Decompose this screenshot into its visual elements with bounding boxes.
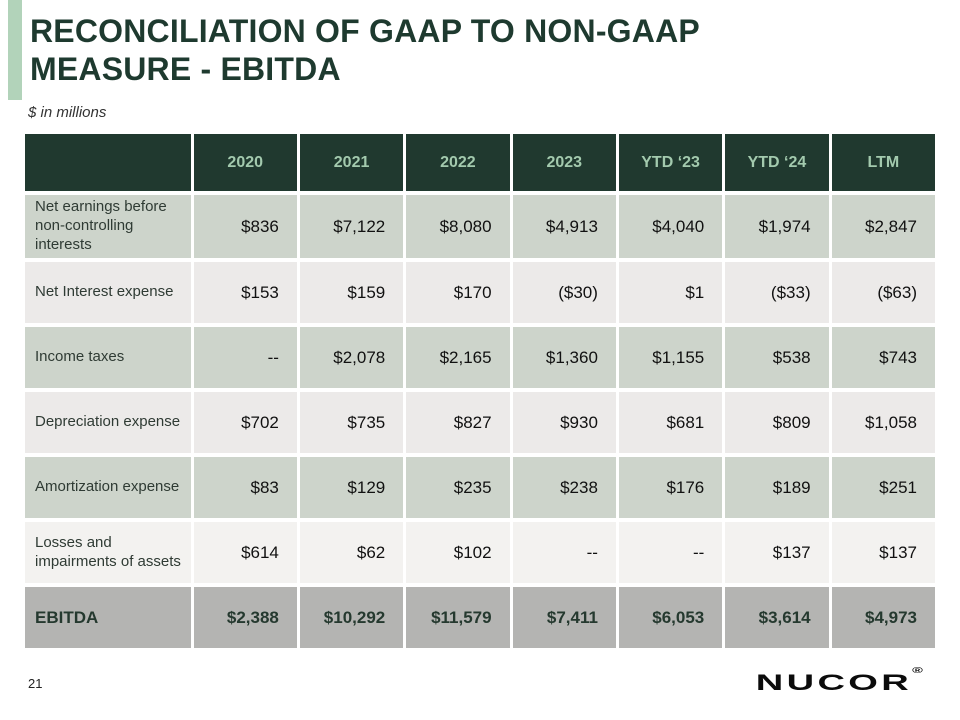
cell-value: ($63) — [831, 262, 935, 323]
row-label: Net Interest expense — [25, 262, 191, 323]
table-row: Amortization expense $83 $129 $235 $238 $176 $… — [25, 457, 935, 518]
column-header: 2022 — [406, 134, 510, 191]
cell-value: $827 — [406, 392, 510, 453]
cell-value: $3,614 — [725, 587, 829, 648]
cell-value: $4,973 — [831, 587, 935, 648]
cell-value: $1,155 — [618, 327, 723, 388]
row-label: Income taxes — [25, 327, 191, 388]
cell-value: $614 — [193, 522, 297, 583]
cell-value: $8,080 — [406, 195, 510, 258]
title-line-2: MEASURE - EBITDA — [30, 51, 341, 88]
cell-value: $4,913 — [512, 195, 616, 258]
cell-value: $1,974 — [725, 195, 829, 258]
title-accent-bar — [8, 0, 22, 100]
cell-value: $702 — [193, 392, 297, 453]
cell-value: $6,053 — [618, 587, 723, 648]
page-number: 21 — [28, 676, 43, 691]
cell-value: $189 — [725, 457, 829, 518]
cell-value: ($30) — [512, 262, 616, 323]
table-row: Depreciation expense $702 $735 $827 $930 $681… — [25, 392, 935, 453]
row-label: EBITDA — [25, 587, 191, 648]
row-label: Depreciation expense — [25, 392, 191, 453]
cell-value: $170 — [406, 262, 510, 323]
cell-value: -- — [193, 327, 297, 388]
table-header: 2020 2021 2022 2023 YTD ‘23 YTD ‘24 LTM — [25, 134, 935, 191]
table-row: Net Interest expense $153 $159 $170 ($30) $1(… — [25, 262, 935, 323]
cell-value: $1 — [618, 262, 723, 323]
cell-value: $83 — [193, 457, 297, 518]
column-header: 2020 — [193, 134, 297, 191]
cell-value: $836 — [193, 195, 297, 258]
nucor-logo: NUCOR® — [755, 662, 926, 704]
cell-value: $809 — [725, 392, 829, 453]
cell-value: $681 — [618, 392, 723, 453]
cell-value: -- — [512, 522, 616, 583]
total-row: EBITDA $2,388 $10,292 $11,579 $7,411 $6,053 $3… — [25, 587, 935, 648]
cell-value: $102 — [406, 522, 510, 583]
cell-value: $153 — [193, 262, 297, 323]
cell-value: $159 — [299, 262, 404, 323]
column-header: 2023 — [512, 134, 616, 191]
cell-value: $11,579 — [406, 587, 510, 648]
cell-value: $10,292 — [299, 587, 404, 648]
column-header: YTD ‘23 — [618, 134, 723, 191]
column-header: YTD ‘24 — [725, 134, 829, 191]
row-label: Amortization expense — [25, 457, 191, 518]
cell-value: $7,411 — [512, 587, 616, 648]
cell-value: ($33) — [725, 262, 829, 323]
logo-wordmark: NUCOR® — [755, 664, 926, 695]
row-label: Losses and impairments of assets — [25, 522, 191, 583]
header-row: 2020 2021 2022 2023 YTD ‘23 YTD ‘24 LTM — [25, 134, 935, 191]
cell-value: $129 — [299, 457, 404, 518]
cell-value: $235 — [406, 457, 510, 518]
cell-value: $2,165 — [406, 327, 510, 388]
cell-value: $4,040 — [618, 195, 723, 258]
cell-value: $735 — [299, 392, 404, 453]
table-row: Income taxes -- $2,078 $2,165 $1,360 $1,155 $5… — [25, 327, 935, 388]
column-header: 2021 — [299, 134, 404, 191]
cell-value: $2,078 — [299, 327, 404, 388]
cell-value: $1,058 — [831, 392, 935, 453]
registered-mark: ® — [911, 664, 926, 675]
units-note: $ in millions — [28, 104, 107, 121]
cell-value: $743 — [831, 327, 935, 388]
cell-value: $62 — [299, 522, 404, 583]
column-header: LTM — [831, 134, 935, 191]
row-label: Net earnings before non-controlling inte… — [25, 195, 191, 258]
cell-value: $251 — [831, 457, 935, 518]
gaap-reconciliation-table: 2020 2021 2022 2023 YTD ‘23 YTD ‘24 LTM Net ea… — [22, 130, 938, 652]
table-row: Losses and impairments of assets $614 $62 $… — [25, 522, 935, 583]
cell-value: $7,122 — [299, 195, 404, 258]
slide-title: RECONCILIATION OF GAAP TO NON-GAAP MEASUR… — [30, 12, 930, 88]
cell-value: $176 — [618, 457, 723, 518]
cell-value: $137 — [725, 522, 829, 583]
cell-value: $238 — [512, 457, 616, 518]
title-line-1: RECONCILIATION OF GAAP TO NON-GAAP — [30, 13, 700, 49]
cell-value: $1,360 — [512, 327, 616, 388]
table-row: Net earnings before non-controlling inte… — [25, 195, 935, 258]
cell-value: -- — [618, 522, 723, 583]
cell-value: $2,388 — [193, 587, 297, 648]
cell-value: $538 — [725, 327, 829, 388]
column-header-blank — [25, 134, 191, 191]
cell-value: $137 — [831, 522, 935, 583]
cell-value: $2,847 — [831, 195, 935, 258]
cell-value: $930 — [512, 392, 616, 453]
